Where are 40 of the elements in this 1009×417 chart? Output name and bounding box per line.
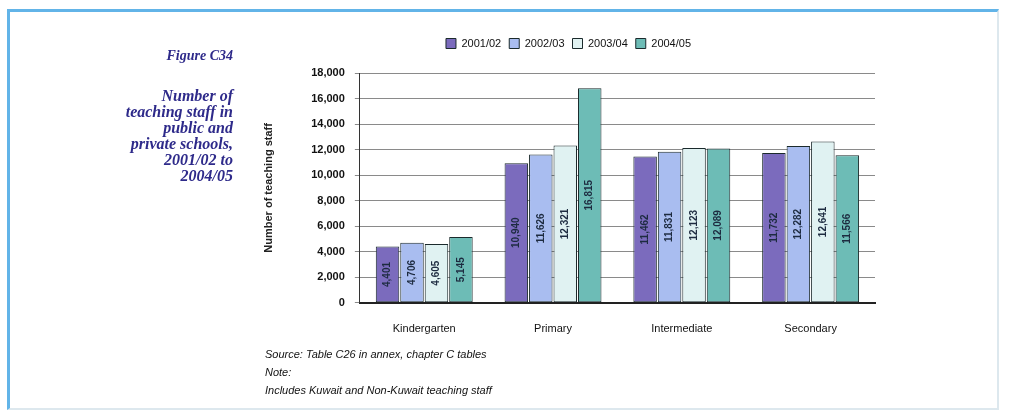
data-label: 12,123 xyxy=(687,209,699,241)
data-label: 4,401 xyxy=(381,261,393,287)
text: Note: xyxy=(265,365,293,380)
data-label: 11,462 xyxy=(638,213,650,245)
legend-label: 2001/02 xyxy=(461,36,502,49)
y-tick-label: 6,000 xyxy=(317,219,345,232)
legend-label: 2003/04 xyxy=(588,36,628,49)
data-label: 11,831 xyxy=(663,211,675,243)
data-label: 12,282 xyxy=(792,208,804,240)
legend-label: 2002/03 xyxy=(524,36,565,49)
x-tick-label: Intermediate xyxy=(651,322,713,335)
y-tick-label: 2,000 xyxy=(317,270,345,283)
y-tick-label: 14,000 xyxy=(311,117,345,130)
text: Figure C34 xyxy=(166,48,233,64)
y-tick-label: 10,000 xyxy=(311,168,345,181)
y-tick-label: 18,000 xyxy=(311,66,345,79)
x-tick-label: Primary xyxy=(534,322,573,335)
data-label: 11,626 xyxy=(534,212,546,244)
data-label: 16,815 xyxy=(583,179,595,211)
data-label: 4,706 xyxy=(405,259,417,286)
data-label: 10,940 xyxy=(510,216,522,249)
data-label: 4,605 xyxy=(430,260,442,286)
y-tick-label: 16,000 xyxy=(311,91,345,104)
y-tick-label: 0 xyxy=(338,295,345,308)
data-label: 11,732 xyxy=(767,212,779,243)
legend-label: 2004/05 xyxy=(651,36,692,49)
y-tick-label: 8,000 xyxy=(317,193,345,206)
data-label: 5,145 xyxy=(454,256,466,283)
y-tick-label: 4,000 xyxy=(317,244,345,257)
x-tick-label: Kindergarten xyxy=(392,322,456,335)
y-axis-title: Number of teaching staff xyxy=(261,122,274,253)
text: Includes Kuwait and Non-Kuwait teaching staff xyxy=(265,383,492,398)
data-label: 12,089 xyxy=(712,209,724,241)
data-label: 12,641 xyxy=(816,206,828,238)
data-label: 12,321 xyxy=(559,208,571,240)
x-tick-label: Secondary xyxy=(784,322,838,335)
source-note: Source: Table C26 in annex, chapter C tables xyxy=(265,347,488,362)
y-tick-label: 12,000 xyxy=(311,142,345,155)
data-label: 11,566 xyxy=(841,213,853,244)
text: Number of teaching staff in public and private schools, 2001/02 to 2004/05 xyxy=(124,87,233,184)
